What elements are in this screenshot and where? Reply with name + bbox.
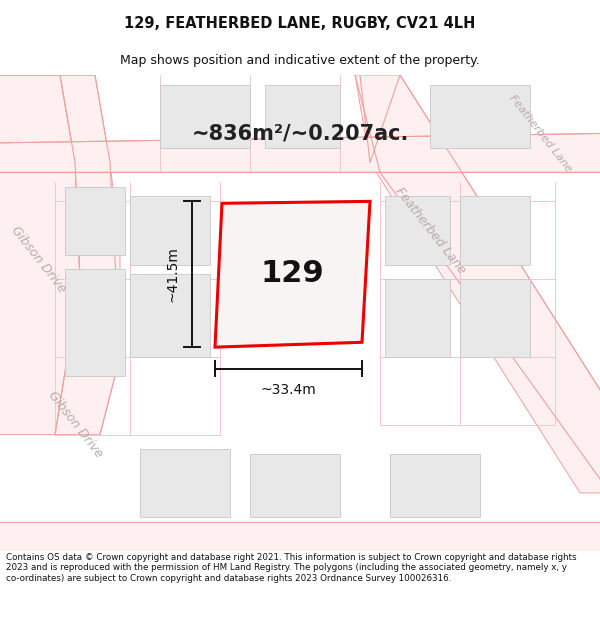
Polygon shape <box>0 133 600 172</box>
Polygon shape <box>250 454 340 518</box>
Polygon shape <box>265 85 340 148</box>
Polygon shape <box>385 196 450 264</box>
Polygon shape <box>385 279 450 357</box>
Text: ~41.5m: ~41.5m <box>166 246 180 302</box>
Text: Featherbed Lane: Featherbed Lane <box>507 93 573 174</box>
Polygon shape <box>0 522 600 561</box>
Polygon shape <box>355 75 600 493</box>
Polygon shape <box>55 75 120 434</box>
Polygon shape <box>460 196 530 264</box>
Text: 129, FEATHERBED LANE, RUGBY, CV21 4LH: 129, FEATHERBED LANE, RUGBY, CV21 4LH <box>124 16 476 31</box>
Text: ~836m²/~0.207ac.: ~836m²/~0.207ac. <box>191 123 409 143</box>
Polygon shape <box>460 279 530 357</box>
Text: Gibson Drive: Gibson Drive <box>8 224 68 296</box>
Polygon shape <box>130 274 210 357</box>
Text: 129: 129 <box>260 259 324 288</box>
Polygon shape <box>140 449 230 518</box>
Polygon shape <box>65 187 125 255</box>
Polygon shape <box>430 85 530 148</box>
Polygon shape <box>230 250 310 338</box>
Polygon shape <box>65 269 125 376</box>
Polygon shape <box>130 196 210 264</box>
Text: Map shows position and indicative extent of the property.: Map shows position and indicative extent… <box>120 54 480 67</box>
Polygon shape <box>215 201 370 347</box>
Text: ~33.4m: ~33.4m <box>260 383 316 397</box>
Text: Featherbed Lane: Featherbed Lane <box>392 185 468 276</box>
Text: Contains OS data © Crown copyright and database right 2021. This information is : Contains OS data © Crown copyright and d… <box>6 552 577 582</box>
Polygon shape <box>390 454 480 518</box>
Polygon shape <box>160 85 250 148</box>
Text: Gibson Drive: Gibson Drive <box>45 389 105 461</box>
Polygon shape <box>0 75 80 434</box>
